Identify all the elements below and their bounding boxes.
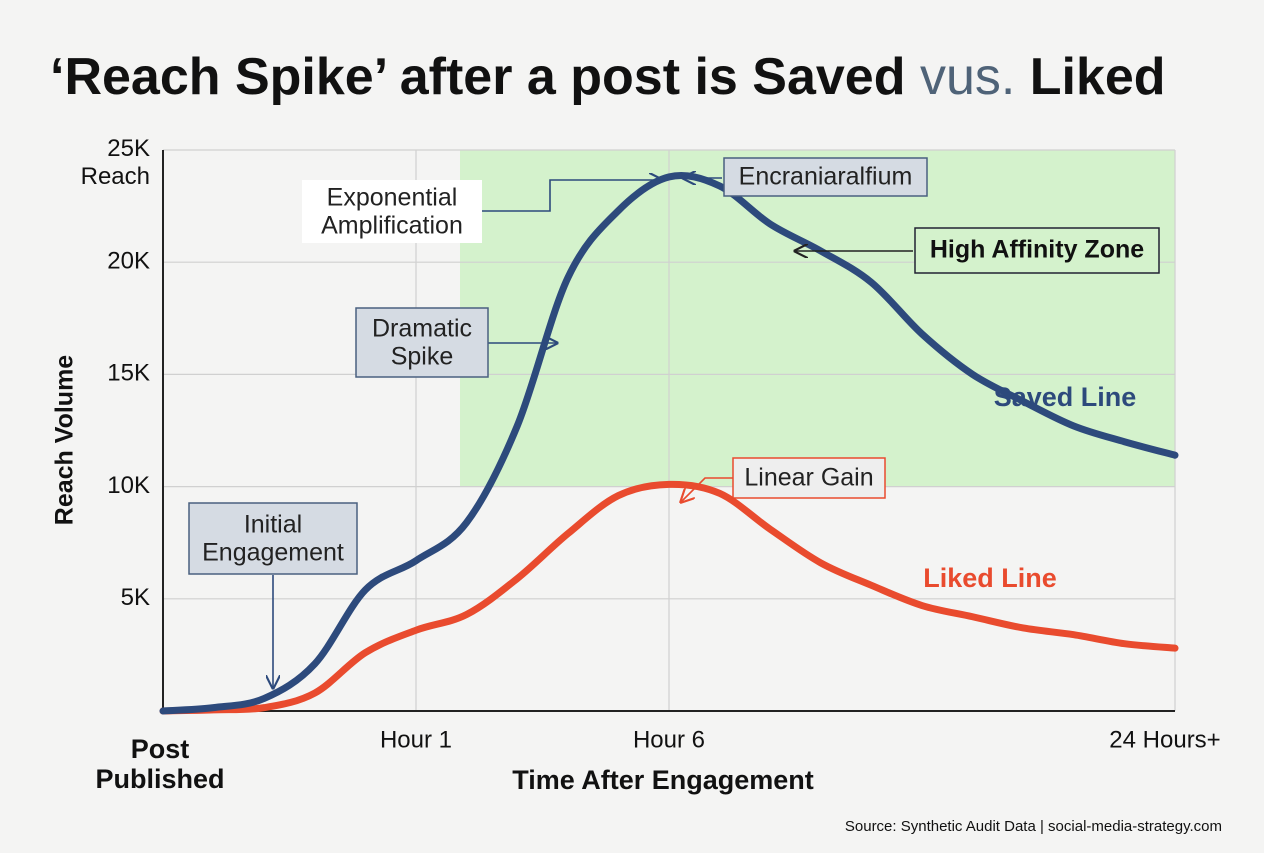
- y-tick-label: 25K Reach: [81, 135, 150, 190]
- title-part: ‘Reach Spike’ after a post is Saved: [50, 48, 920, 106]
- annotation-text: Encraniaralfium: [739, 163, 913, 191]
- annotation-text: Linear Gain: [744, 464, 873, 492]
- series-label: Liked Line: [923, 563, 1057, 593]
- zone-label-box: [914, 227, 1160, 274]
- annotation-text: Exponential Amplification: [321, 183, 463, 239]
- annotation-box: [302, 180, 482, 243]
- x-tick-label: Hour 6: [633, 726, 705, 753]
- x-tick-label: 24 Hours+: [1109, 726, 1220, 753]
- annotation-arrow: [482, 180, 662, 212]
- annotation-text: Initial Engagement: [202, 510, 344, 566]
- chart-title: ‘Reach Spike’ after a post is Saved vus.…: [50, 48, 1166, 106]
- y-tick-label: 5K: [121, 584, 150, 611]
- y-tick-label: 15K: [107, 360, 150, 387]
- y-tick-label: 10K: [107, 472, 150, 499]
- y-tick-label: 20K: [107, 248, 150, 275]
- annotation-arrow: [681, 477, 733, 502]
- annotation-box: [732, 457, 886, 499]
- x-tick-label: Post Published: [95, 734, 224, 794]
- x-axis-label: Time After Engagement: [512, 765, 814, 795]
- series-label: Saved Line: [994, 382, 1137, 412]
- title-part: vus.: [920, 48, 1015, 106]
- data-line: [159, 171, 1179, 715]
- x-tick-label: Hour 1: [380, 726, 452, 753]
- annotation-box: [355, 307, 489, 378]
- annotation-box: [188, 502, 358, 575]
- zone-label: High Affinity Zone: [930, 236, 1144, 264]
- title-part: Liked: [1015, 48, 1165, 106]
- annotation-box: [723, 157, 928, 197]
- source-note: Source: Synthetic Audit Data | social-me…: [845, 818, 1222, 835]
- y-axis-label: Reach Volume: [51, 355, 79, 526]
- annotation-text: Dramatic Spike: [372, 314, 472, 370]
- data-line: [159, 480, 1179, 715]
- high-affinity-zone: [460, 150, 1175, 487]
